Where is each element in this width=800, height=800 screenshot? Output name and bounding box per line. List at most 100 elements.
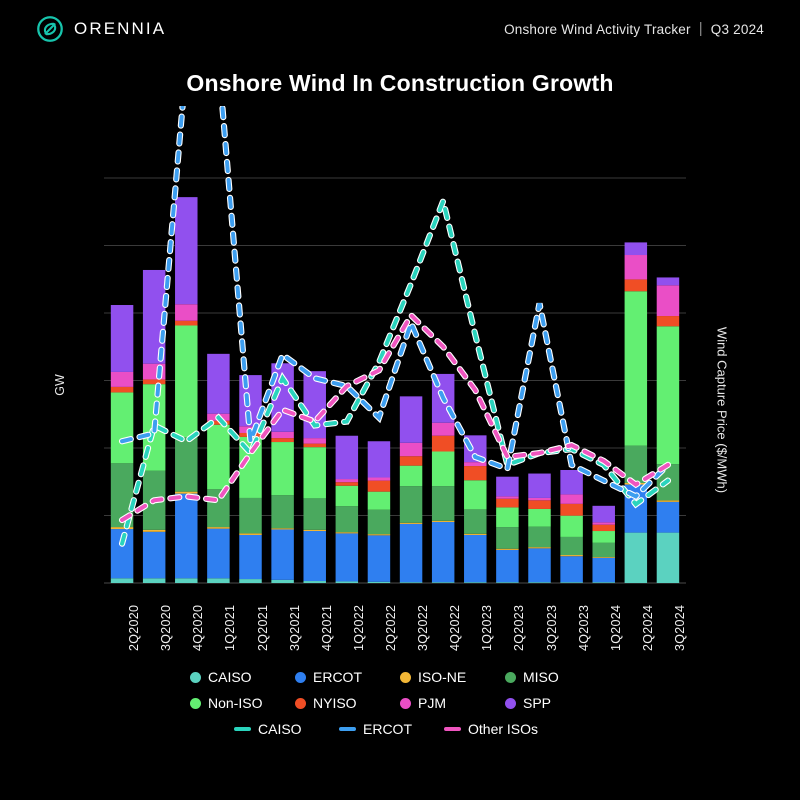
bar-segment-spp <box>207 353 230 414</box>
bar-segment-iso-ne <box>335 532 359 534</box>
legend-caiso-line-label: CAISO <box>258 721 302 737</box>
bar-segment-iso-ne <box>431 520 455 522</box>
legend-noniso-bar[interactable]: Non-ISO <box>190 695 295 711</box>
bar-segment-pjm <box>496 496 519 499</box>
legend-miso-bar[interactable]: MISO <box>505 669 610 685</box>
bar-segment-caiso <box>175 578 198 583</box>
bar-segment-nyiso <box>271 438 294 443</box>
bar-segment-ercot <box>560 556 583 583</box>
bar-segment-nyiso <box>142 379 166 385</box>
legend-isone-bar-swatch-icon <box>400 671 411 683</box>
bar-segment-spp <box>110 305 134 372</box>
bar-segment-ercot <box>175 493 198 579</box>
bar-segment-miso <box>528 526 551 548</box>
bar-segment-non-iso <box>399 465 423 487</box>
bar-segment-iso-ne <box>592 557 615 558</box>
bar-segment-caiso <box>496 582 519 583</box>
bar-segment-non-iso <box>110 392 134 464</box>
bar-segment-ercot <box>303 531 326 582</box>
legend-caiso-bar-swatch-icon <box>190 671 201 683</box>
bar-segment-miso <box>560 536 583 556</box>
bar-segment-miso <box>207 489 230 528</box>
bar-segment-non-iso <box>239 436 262 498</box>
bar-segment-ercot <box>207 528 230 579</box>
legend-isone-bar-label: ISO-NE <box>418 669 467 685</box>
bar-segment-miso <box>399 486 423 523</box>
legend-otherisos-line[interactable]: Other ISOs <box>444 721 566 737</box>
bar-segment-non-iso <box>624 291 648 446</box>
bar-segment-ercot <box>110 529 134 579</box>
header-separator: | <box>698 19 703 37</box>
bar-segment-iso-ne <box>528 547 551 549</box>
legend-otherisos-line-swatch-icon <box>444 727 461 731</box>
bar-segment-iso-ne <box>303 529 326 532</box>
bar-segment-ercot <box>431 521 455 583</box>
brand: ORENNIA <box>36 15 166 43</box>
bar-segment-nyiso <box>303 443 326 448</box>
legend-noniso-bar-label: Non-ISO <box>208 695 263 711</box>
bar-segment-non-iso <box>303 447 326 499</box>
bar-segment-pjm <box>560 494 583 504</box>
bar-segment-caiso <box>142 578 166 583</box>
bar-segment-caiso <box>624 532 648 583</box>
bar-segment-nyiso <box>592 524 615 532</box>
legend-caiso-line[interactable]: CAISO <box>234 721 339 737</box>
chart-gridlines <box>104 177 686 516</box>
bar-segment-caiso <box>399 582 423 583</box>
bar-segment-non-iso <box>592 531 615 543</box>
bar-segment-miso <box>624 445 648 483</box>
bar-segment-ercot <box>528 548 551 583</box>
legend-ercot-line-swatch-icon <box>339 727 356 731</box>
bar-segment-pjm <box>624 255 648 280</box>
line-other-isos <box>120 312 670 522</box>
legend-pjm-bar-swatch-icon <box>400 697 411 709</box>
bar-segment-nyiso <box>624 279 648 292</box>
bar-segment-nyiso <box>399 456 423 466</box>
bar-segment-miso <box>431 486 455 521</box>
bar-segment-pjm <box>656 285 680 317</box>
bar-segment-nyiso <box>367 480 391 492</box>
legend-row-3: CAISO ERCOT Other ISOs <box>0 716 800 742</box>
bar-segment-ercot <box>239 534 262 580</box>
legend-miso-bar-swatch-icon <box>505 671 516 683</box>
bar-segment-ercot <box>496 549 519 583</box>
bar-segment-non-iso <box>175 325 198 438</box>
bar-segment-spp <box>560 469 583 495</box>
legend-caiso-bar-label: CAISO <box>208 669 252 685</box>
bar-segment-non-iso <box>271 442 294 496</box>
line-ercot <box>120 106 670 499</box>
bar-segment-spp <box>656 277 680 286</box>
legend-otherisos-line-label: Other ISOs <box>468 721 539 737</box>
chart-title: Onshore Wind In Construction Growth <box>186 70 614 96</box>
bar-segment-caiso <box>367 581 391 583</box>
bar-segment-ercot <box>656 501 680 533</box>
legend-spp-bar[interactable]: SPP <box>505 695 610 711</box>
bar-segment-miso <box>592 542 615 558</box>
bar-segment-pjm <box>399 442 423 457</box>
legend-nyiso-bar[interactable]: NYISO <box>295 695 400 711</box>
bar-segment-caiso <box>271 579 294 583</box>
legend-ercot-bar[interactable]: ERCOT <box>295 669 400 685</box>
bar-segment-pjm <box>431 422 455 436</box>
line-caiso <box>120 194 670 546</box>
bar-segment-pjm <box>528 497 551 501</box>
legend-caiso-bar[interactable]: CAISO <box>190 669 295 685</box>
bar-segment-iso-ne <box>142 529 166 532</box>
bar-segment-nyiso <box>207 420 230 425</box>
bar-segment-miso <box>335 506 359 533</box>
bar-segment-iso-ne <box>110 527 134 530</box>
bar-segment-nyiso <box>560 503 583 516</box>
legend-pjm-bar[interactable]: PJM <box>400 695 505 711</box>
bar-segment-nyiso <box>464 466 487 481</box>
bar-segment-spp <box>592 505 615 523</box>
legend-ercot-line[interactable]: ERCOT <box>339 721 444 737</box>
bar-segment-spp <box>399 396 423 443</box>
bar-segment-caiso <box>303 581 326 583</box>
bar-segment-miso <box>367 509 391 535</box>
bar-segment-iso-ne <box>656 500 680 502</box>
line-series-group <box>118 106 672 547</box>
bar-segment-pjm <box>175 304 198 321</box>
legend-isone-bar[interactable]: ISO-NE <box>400 669 505 685</box>
bar-segment-non-iso <box>367 491 391 510</box>
